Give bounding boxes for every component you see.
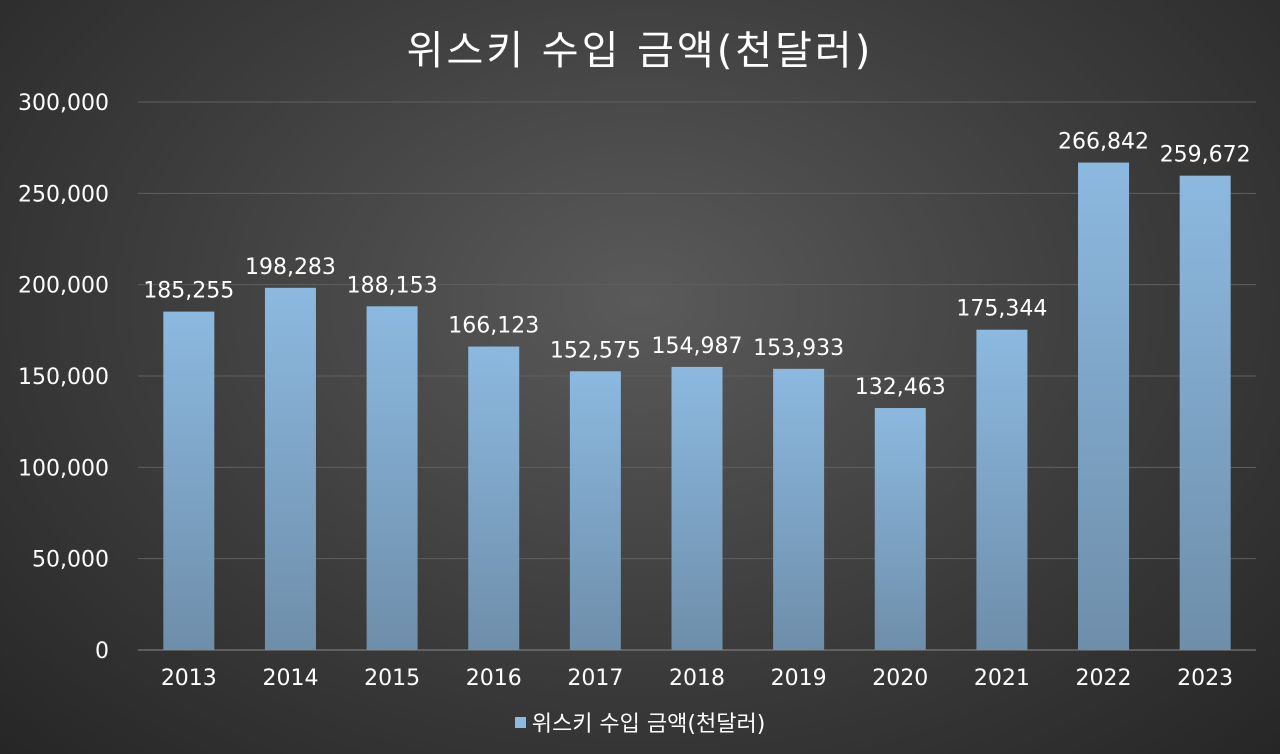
data-label-2018: 154,987	[652, 334, 743, 359]
x-tick-label-2013: 2013	[161, 666, 217, 691]
x-tick-label-2014: 2014	[262, 666, 318, 691]
bar-2018[interactable]	[671, 366, 723, 650]
x-tick-label-2015: 2015	[364, 666, 420, 691]
data-label-2021: 175,344	[956, 297, 1047, 322]
data-label-2019: 153,933	[753, 336, 844, 361]
bar-2022[interactable]	[1078, 162, 1130, 651]
x-tick-label-2021: 2021	[974, 666, 1030, 691]
bar-2023[interactable]	[1179, 175, 1231, 650]
bar-2014[interactable]	[264, 287, 316, 650]
y-tick-label: 150,000	[18, 365, 109, 390]
x-tick-label-2020: 2020	[872, 666, 928, 691]
bar-2017[interactable]	[569, 371, 621, 650]
data-label-2017: 152,575	[550, 338, 641, 363]
bar-2015[interactable]	[366, 306, 418, 650]
y-axis: 0 50,000 100,000 150,000 200,000 250,000 300,0…	[18, 91, 109, 664]
data-label-2020: 132,463	[855, 375, 946, 400]
x-tick-label-2017: 2017	[567, 666, 623, 691]
bar-2021[interactable]	[976, 329, 1028, 650]
x-axis: 2013 2014 2015 2016 2017 2018 2019 2020 2021 2022…	[161, 666, 1233, 691]
bar-2019[interactable]	[773, 368, 825, 650]
y-tick-label: 50,000	[32, 548, 109, 573]
y-tick-label: 0	[95, 639, 109, 664]
legend-label: 위스키 수입 금액(천달러)	[531, 712, 766, 737]
x-tick-label-2018: 2018	[669, 666, 725, 691]
y-tick-label: 300,000	[18, 91, 109, 116]
data-labels: 185,255 198,283 188,153 166,123 152,575 154,9…	[143, 130, 1250, 400]
data-label-2015: 188,153	[347, 273, 438, 298]
data-label-2016: 166,123	[448, 314, 539, 339]
data-label-2023: 259,672	[1160, 143, 1251, 168]
x-tick-label-2019: 2019	[771, 666, 827, 691]
bar-2013[interactable]	[163, 311, 215, 650]
bar-2020[interactable]	[874, 408, 926, 650]
data-label-2014: 198,283	[245, 255, 336, 280]
chart-title: 위스키 수입 금액(천달러)	[406, 28, 874, 74]
y-tick-label: 250,000	[18, 182, 109, 207]
y-tick-label: 200,000	[18, 274, 109, 299]
legend-swatch	[514, 717, 526, 728]
bars	[163, 162, 1231, 651]
x-tick-label-2016: 2016	[466, 666, 522, 691]
data-label-2022: 266,842	[1058, 130, 1149, 155]
data-label-2013: 185,255	[143, 279, 234, 304]
x-tick-label-2022: 2022	[1076, 666, 1132, 691]
bar-2016[interactable]	[468, 346, 520, 650]
y-tick-label: 100,000	[18, 456, 109, 481]
legend[interactable]: 위스키 수입 금액(천달러)	[0, 706, 1280, 738]
x-tick-label-2023: 2023	[1177, 666, 1233, 691]
